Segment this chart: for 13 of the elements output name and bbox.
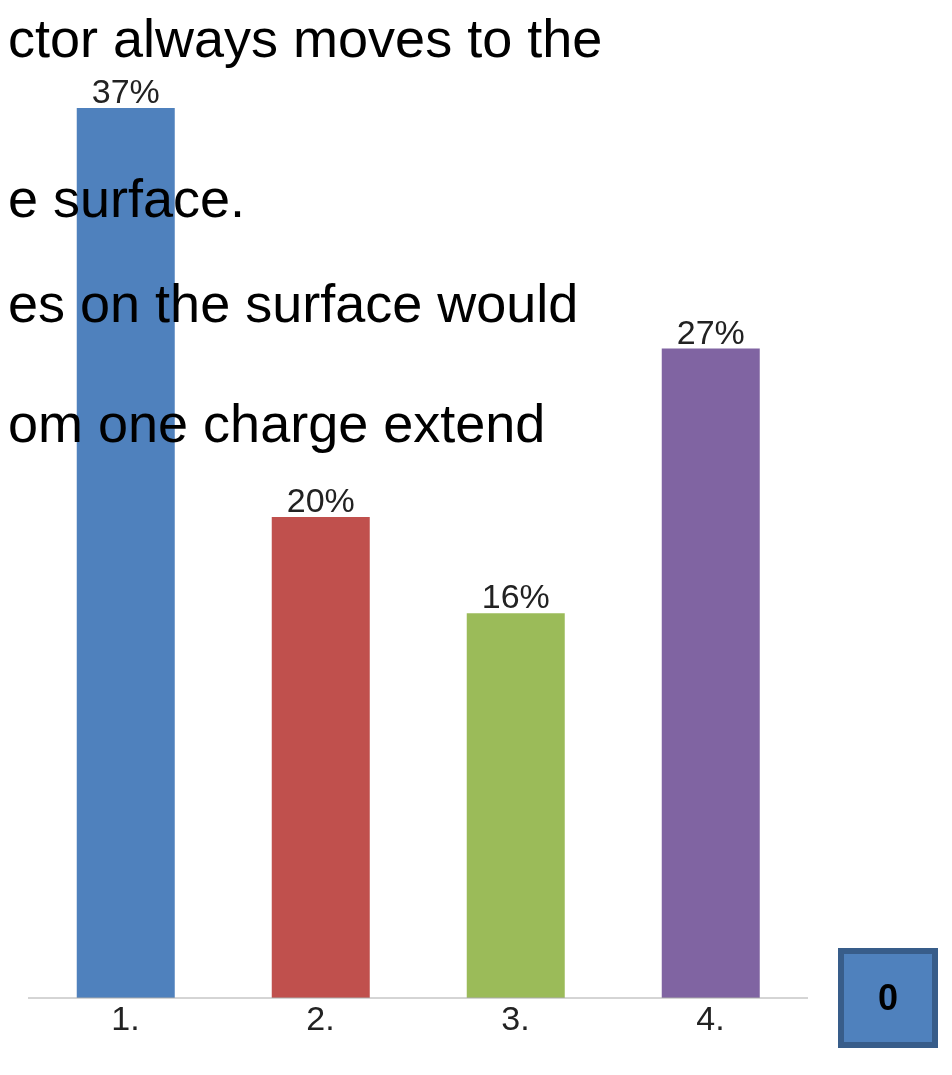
data-label: 37%	[91, 72, 160, 110]
data-label: 27%	[676, 312, 745, 351]
counter-icon: 0	[838, 948, 938, 1048]
x-tick-label: 4.	[696, 999, 725, 1038]
x-tick-label: 2.	[306, 999, 335, 1038]
data-label: 20%	[286, 480, 355, 519]
x-tick-label: 3.	[501, 999, 530, 1038]
bar	[271, 516, 370, 998]
text: ctor always moves to the	[8, 8, 603, 68]
bar	[661, 348, 760, 998]
bar	[466, 613, 565, 998]
data-label: 16%	[481, 577, 550, 616]
x-tick-label: 1.	[111, 999, 140, 1038]
